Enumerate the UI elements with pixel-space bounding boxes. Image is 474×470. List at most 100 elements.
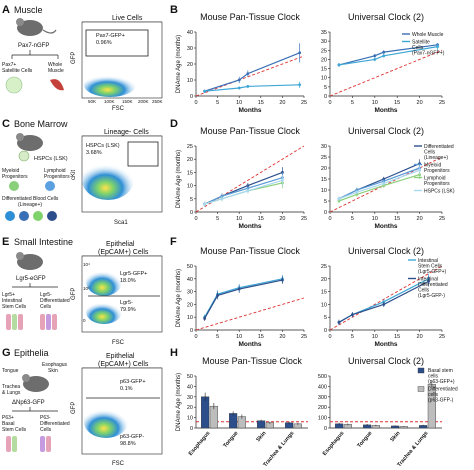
facs-e-ytick-3: 0 bbox=[83, 318, 86, 323]
series-line bbox=[204, 278, 283, 318]
tissue-skin-label: Skin bbox=[48, 368, 58, 374]
mouse-icon bbox=[16, 133, 43, 151]
y-tick-label: 10 bbox=[187, 416, 193, 422]
x-tick-label: 15 bbox=[258, 216, 264, 222]
identity-reference-line bbox=[329, 265, 443, 331]
legend-swatch bbox=[417, 386, 425, 392]
cell-label-a1b: Satellite Cells bbox=[2, 68, 33, 74]
facs-c-gate: HSPCs (LSK) bbox=[86, 143, 120, 149]
data-point bbox=[237, 287, 241, 291]
facs-e-gate-2: Lgr5- bbox=[120, 300, 133, 306]
lgr5-pos-label: Lgr5+ bbox=[2, 292, 15, 298]
facs-a-title: Live Cells bbox=[112, 15, 143, 22]
data-point bbox=[246, 189, 250, 193]
chart-H-left: Mouse Pan-Tissue Clock 0 10 20 30 40 50 DNAme A… bbox=[176, 356, 308, 468]
category-label: Trachea & Lungs bbox=[262, 430, 295, 468]
facs-g-gate-1: p63-GFP+ bbox=[120, 379, 146, 385]
data-point bbox=[373, 54, 377, 58]
lymphoid-label-2: Progenitors bbox=[44, 174, 70, 180]
x-axis-label: Months bbox=[238, 223, 261, 230]
facs-e-pct-2: 79.9% bbox=[120, 307, 136, 313]
x-tick-label: 15 bbox=[394, 100, 400, 106]
facs-a-ylabel: GFP bbox=[71, 52, 77, 64]
facs-e-ylabel: GFP bbox=[71, 288, 77, 300]
series-line bbox=[338, 169, 420, 200]
data-point bbox=[298, 51, 302, 55]
identity-reference-line bbox=[195, 55, 305, 97]
x-tick-label: 5 bbox=[351, 334, 354, 340]
legend-label: Myeloid Progenitors bbox=[424, 163, 450, 175]
category-label: Tongue bbox=[222, 430, 239, 449]
lymphoid-label: Lymphoid bbox=[44, 168, 66, 174]
mouse-label-a: Pax7-nGFP bbox=[18, 43, 49, 49]
bar bbox=[201, 396, 210, 429]
legend-label: Lymphoid Progenitors bbox=[424, 176, 450, 188]
facs-a-tick-4: 200K bbox=[138, 99, 149, 104]
myeloid-cell-icon bbox=[9, 181, 19, 191]
panel-letter-c: C bbox=[2, 118, 10, 130]
data-point bbox=[281, 178, 284, 182]
y-tick-label: 15 bbox=[187, 170, 193, 176]
mouse-icon bbox=[16, 18, 57, 36]
y-tick-label: 35 bbox=[321, 30, 327, 36]
facs-g-gate-2: p63-GFP- bbox=[120, 434, 144, 440]
bar bbox=[257, 420, 266, 429]
identity-reference-line bbox=[329, 49, 443, 97]
legend-label: Intestinal Differentiated Cells (Lgr5-GFP-) bbox=[418, 277, 448, 300]
x-tick-label: 0 bbox=[194, 334, 197, 340]
panel-e-title: Small Intestine bbox=[14, 237, 73, 247]
satellite-cell-icon bbox=[5, 76, 23, 94]
facs-g-pct-2: 98.8% bbox=[120, 441, 136, 447]
x-tick-label: 10 bbox=[236, 100, 242, 106]
x-tick-label: 0 bbox=[194, 216, 197, 222]
data-point bbox=[298, 83, 302, 87]
x-tick-label: 10 bbox=[236, 334, 242, 340]
legend-label: Differentiated Cells (Lineage+) bbox=[424, 144, 454, 161]
chart-H-right: Universal Clock (2) 0 100 200 300 400 500 Esoph… bbox=[318, 356, 458, 468]
data-point bbox=[337, 197, 341, 201]
x-tick-label: 10 bbox=[372, 334, 378, 340]
lymphoid-cell-icon bbox=[45, 181, 55, 191]
x-tick-label: 20 bbox=[417, 216, 423, 222]
y-tick-label: 0 bbox=[324, 328, 327, 334]
lgr5-pos-label-2: Intestinal bbox=[2, 298, 22, 304]
x-tick-label: 5 bbox=[216, 100, 219, 106]
x-tick-label: 10 bbox=[372, 100, 378, 106]
diff-label-2: (Lineage+) bbox=[18, 202, 42, 208]
legend-label: Satellite Cells (Pax7-nGFP+) bbox=[412, 40, 445, 57]
y-tick-label: 0 bbox=[190, 210, 193, 216]
x-tick-label: 20 bbox=[417, 334, 423, 340]
data-point bbox=[351, 313, 354, 317]
category-label: Skin bbox=[389, 430, 401, 443]
y-tick-label: 10 bbox=[321, 188, 327, 194]
data-point bbox=[246, 72, 250, 75]
chart-D-left: Mouse Pan-Tissue Clock 0 5 10 15 20 25 DNAme Ag… bbox=[176, 126, 307, 230]
mouse-label-e: Lgr5-eGFP bbox=[16, 276, 46, 282]
facs-g-title: Epithelial bbox=[106, 353, 135, 360]
y-tick-label: 30 bbox=[321, 144, 327, 150]
x-tick-label: 25 bbox=[439, 100, 445, 106]
y-tick-label: 5 bbox=[190, 197, 193, 203]
y-tick-label: 20 bbox=[187, 405, 193, 411]
p63-neg-label: P63- bbox=[40, 415, 51, 421]
series-line bbox=[338, 174, 420, 202]
crypt-cells-icon bbox=[6, 314, 57, 330]
bar bbox=[229, 413, 238, 429]
data-point bbox=[373, 58, 377, 61]
x-tick-label: 15 bbox=[258, 100, 264, 106]
p63-pos-label-2: Basal bbox=[2, 421, 15, 427]
data-point bbox=[382, 303, 386, 306]
tissue-tongue-label: Tongue bbox=[2, 368, 19, 374]
facs-a-tick-2: 100K bbox=[104, 99, 115, 104]
facs-plot-g: Epithelial (EpCAM+) Cells p63-GFP+ 0.1% … bbox=[71, 353, 163, 467]
mouse-label-g: ΔNp63-GFP bbox=[12, 400, 45, 406]
y-tick-label: 50 bbox=[187, 264, 193, 270]
series-line bbox=[338, 44, 438, 66]
cell-label-a2b: Muscle bbox=[48, 68, 64, 74]
x-tick-label: 5 bbox=[351, 216, 354, 222]
facs-c-ylabel: cKit bbox=[71, 170, 77, 180]
y-tick-label: 30 bbox=[187, 46, 193, 52]
x-tick-label: 5 bbox=[216, 216, 219, 222]
x-tick-label: 15 bbox=[394, 216, 400, 222]
